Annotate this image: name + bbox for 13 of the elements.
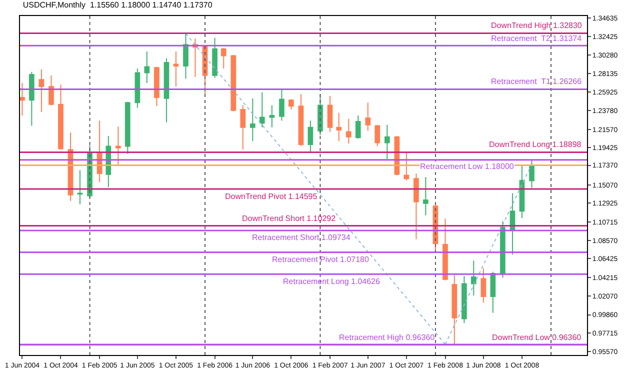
ref-line-label: Retracement High 0.96360: [339, 333, 436, 342]
chart-title: USDCHF,Monthly 1.15560 1.18000 1.14740 1.17370: [22, 0, 213, 10]
ref-line-label: Retracement Short 1.09734: [252, 233, 351, 242]
ref-line-label: Retracement Low 1.18000: [420, 162, 514, 171]
ref-line-label: DownTrend Pivot 1.14595: [225, 192, 318, 201]
ref-line-label: Retracement Pivot 1.07180: [272, 255, 370, 264]
ref-line-label: Retracement T1 1.26266: [491, 77, 582, 86]
ref-line-label: Retracement Long 1.04626: [283, 277, 381, 286]
ref-line-label: DownTrend Short 1.10292: [242, 214, 336, 223]
ref-line-label: Retracement T2 1.31374: [491, 34, 582, 43]
ref-line-label: DownTrend Long 1.18898: [489, 140, 582, 149]
ref-line-label: DownTrend Low 0.96360: [492, 333, 582, 342]
ref-line-label: DownTrend High 1.32830: [491, 21, 582, 30]
